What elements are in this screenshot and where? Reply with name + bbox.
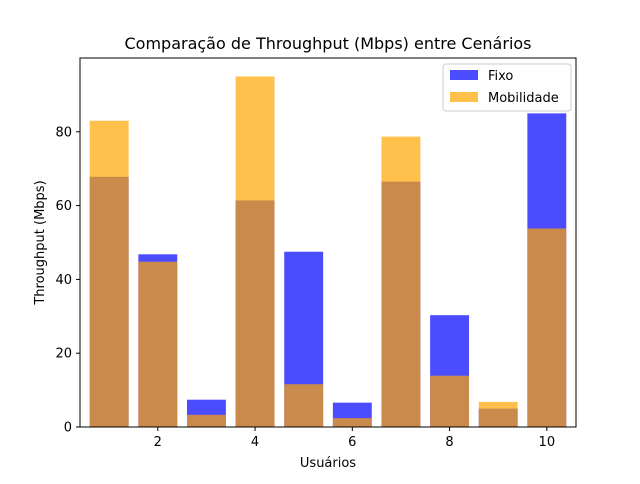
legend: Fixo Mobilidade [442, 63, 572, 112]
y-axis-ticks: 0 20 40 60 80 [55, 125, 80, 436]
bar-mobilidade-2 [138, 261, 178, 427]
y-tick-label-40: 40 [55, 273, 72, 288]
legend-label-mobilidade: Mobilidade [488, 91, 559, 106]
bar-mobilidade-4 [235, 76, 275, 427]
x-tick-label-2: 2 [154, 435, 162, 450]
y-tick-label-80: 80 [55, 125, 72, 140]
legend-swatch-mobilidade [450, 92, 478, 102]
y-tick-label-20: 20 [55, 347, 72, 362]
y-tick-label-0: 0 [64, 421, 72, 436]
x-tick-label-6: 6 [348, 435, 356, 450]
y-axis-label: Throughput (Mbps) [33, 180, 48, 305]
bar-mobilidade-3 [186, 414, 226, 427]
bar-mobilidade-7 [381, 136, 421, 428]
x-axis-ticks: 2 4 6 8 10 [154, 427, 555, 450]
y-tick-label-60: 60 [55, 199, 72, 214]
chart-title: Comparação de Throughput (Mbps) entre Ce… [124, 34, 531, 53]
plot-frame [79, 57, 577, 428]
legend-label-fixo: Fixo [488, 69, 513, 84]
x-tick-label-8: 8 [445, 435, 453, 450]
bar-mobilidade-10 [527, 228, 567, 427]
bars-layer [89, 76, 567, 428]
legend-swatch-fixo [450, 70, 478, 80]
x-tick-label-4: 4 [251, 435, 259, 450]
x-axis-label: Usuários [300, 456, 356, 471]
x-tick-label-10: 10 [539, 435, 556, 450]
bar-mobilidade-1 [89, 120, 129, 427]
bar-mobilidade-8 [430, 375, 470, 427]
bar-mobilidade-5 [284, 384, 324, 427]
bar-mobilidade-6 [332, 418, 372, 427]
bar-mobilidade-9 [478, 401, 518, 427]
